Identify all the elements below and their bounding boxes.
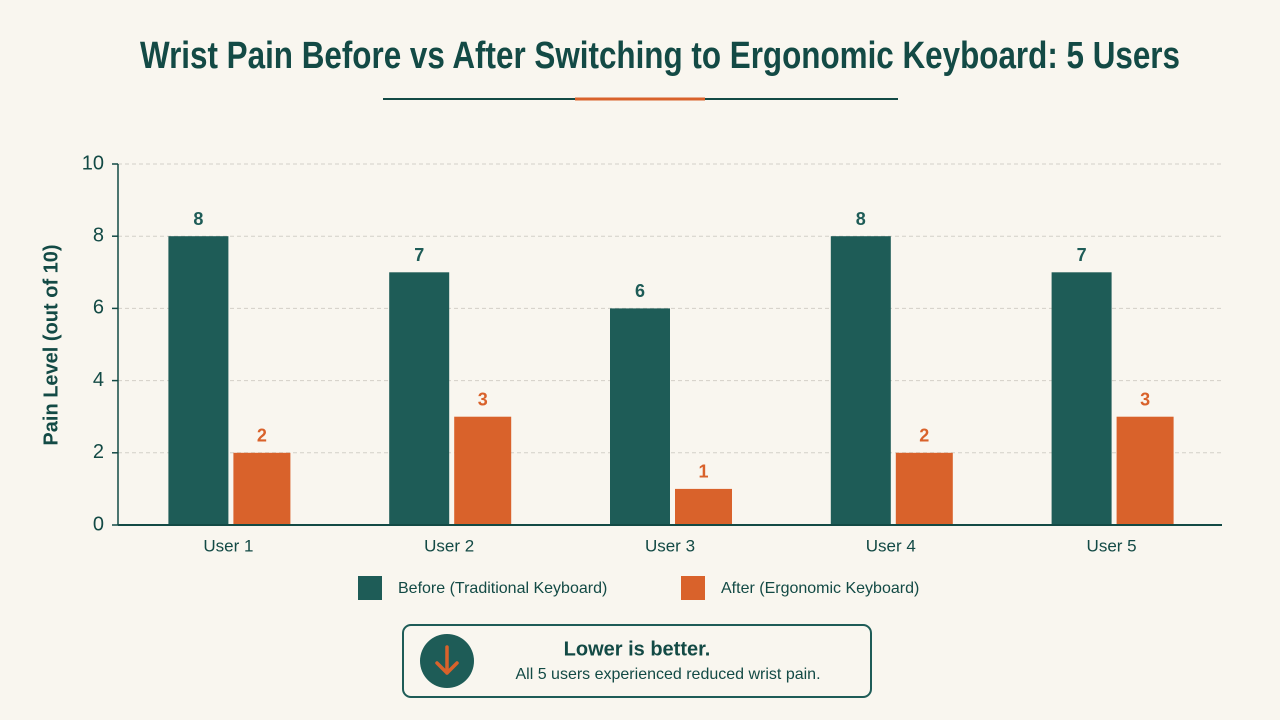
- callout: Lower is better. All 5 users experienced…: [402, 624, 872, 698]
- value-label: 8: [856, 209, 866, 229]
- callout-heading: Lower is better.: [564, 638, 711, 660]
- legend-label: After (Ergonomic Keyboard): [721, 580, 919, 597]
- legend-swatch: [681, 576, 705, 600]
- value-label: 3: [1140, 389, 1150, 409]
- bar: [1116, 416, 1174, 525]
- bar: [830, 236, 891, 525]
- callout-text: All 5 users experienced reduced wrist pa…: [515, 666, 820, 683]
- y-tick-label: 6: [93, 297, 104, 319]
- bar: [895, 452, 953, 525]
- bar: [233, 452, 291, 525]
- value-label: 2: [919, 426, 929, 446]
- y-axis-label: Pain Level (out of 10): [40, 244, 62, 445]
- bar: [675, 488, 732, 525]
- x-tick-label: User 5: [1087, 536, 1137, 555]
- value-label: 3: [478, 389, 488, 409]
- x-tick-label: User 1: [203, 536, 253, 555]
- value-label: 1: [698, 462, 708, 482]
- y-tick-label: 0: [93, 513, 104, 535]
- y-tick-label: 10: [82, 152, 104, 174]
- x-tick-label: User 2: [424, 536, 474, 555]
- x-tick-label: User 4: [866, 536, 916, 555]
- chart-title: Wrist Pain Before vs After Switching to …: [140, 35, 1180, 77]
- y-tick-label: 8: [93, 224, 104, 246]
- callout-box: [402, 624, 872, 698]
- y-tick-label: 4: [93, 369, 104, 391]
- legend-label: Before (Traditional Keyboard): [398, 580, 607, 597]
- down-arrow: [435, 645, 459, 675]
- y-tick-label: 2: [93, 441, 104, 463]
- value-label: 7: [414, 245, 424, 265]
- bar: [1051, 272, 1112, 525]
- x-tick-label: User 3: [645, 536, 695, 555]
- value-label: 7: [1077, 245, 1087, 265]
- value-label: 2: [257, 426, 267, 446]
- bar: [168, 236, 229, 525]
- value-label: 6: [635, 281, 645, 301]
- bar: [389, 272, 450, 525]
- bar: [454, 416, 512, 525]
- legend-swatch: [358, 576, 382, 600]
- bar: [610, 308, 670, 525]
- value-label: 8: [193, 209, 203, 229]
